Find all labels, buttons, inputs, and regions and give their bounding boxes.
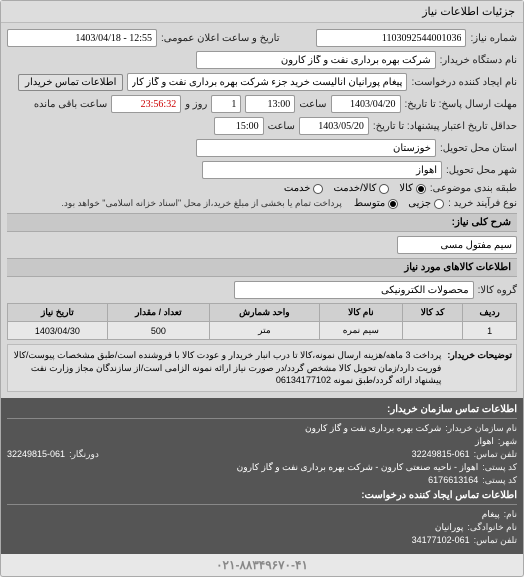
contact-city-label: شهر: [498, 436, 517, 447]
tab-header: جزئیات اطلاعات نیاز [1, 1, 523, 23]
table-row: 1 سیم نمره متر 500 1403/04/30 [8, 322, 517, 340]
creator-name: پیغام [482, 509, 500, 520]
payment-note: پرداخت تمام یا بخشی از مبلغ خرید،از محل … [61, 198, 341, 209]
col-unit: واحد شمارش [210, 304, 320, 322]
creator-phone-label: تلفن تماس: [474, 535, 517, 546]
col-code: کد کالا [402, 304, 462, 322]
desc-text: پرداخت 3 ماهه/هزینه ارسال نمونه،کالا تا … [12, 349, 441, 387]
deadline-time-input [245, 95, 295, 113]
creator-info-title: اطلاعات تماس ایجاد کننده درخواست: [7, 490, 517, 505]
city-label: شهر محل تحویل: [446, 165, 517, 176]
buyer-org-input [196, 51, 436, 69]
contact-postal2: 6176613164 [428, 475, 478, 486]
col-date: تاریخ نیاز [8, 304, 108, 322]
contact-postal2-label: کد پستی: [482, 475, 517, 486]
days-remaining-input [211, 95, 241, 113]
col-qty: تعداد / مقدار [107, 304, 209, 322]
deadline-date-input [331, 95, 401, 113]
request-creator-input [127, 73, 407, 91]
contact-postal: اهواز - ناحیه صنعتی کارون - شرکت بهره بر… [237, 462, 479, 473]
creator-name-label: نام: [504, 509, 517, 520]
datetime-input [7, 29, 157, 47]
time-label-2: ساعت [268, 121, 295, 132]
process-minor[interactable]: جزیی [408, 198, 444, 209]
main-desc-label: شرح کلی نیاز: [7, 213, 517, 232]
goods-group-input [234, 281, 474, 299]
validity-date-input [299, 117, 369, 135]
radio-icon [416, 184, 426, 194]
request-no-input [316, 29, 466, 47]
col-row: ردیف [463, 304, 517, 322]
goods-group-label: گروه کالا: [478, 285, 517, 296]
process-label: نوع فرآیند خرید : [448, 198, 517, 209]
footer-phone: ۰۲۱-۸۸۳۴۹۶۷۰-۴۱ [1, 554, 523, 576]
cell-code [402, 322, 462, 340]
classification-goods-service[interactable]: کالا/خدمت [333, 183, 389, 194]
classification-service[interactable]: خدمت [284, 183, 324, 194]
contact-city: اهواز [475, 436, 494, 447]
province-label: استان محل تحویل: [440, 143, 517, 154]
validity-label: حداقل تاریخ اعتبار پیشنهاد: تا تاریخ: [373, 121, 517, 132]
contact-phone: 32249815-061 [412, 449, 470, 460]
province-input [196, 139, 436, 157]
request-no-label: شماره نیاز: [470, 33, 517, 44]
contact-org-label: نام سازمان خریدار: [445, 423, 517, 434]
creator-phone: 34177102-061 [412, 535, 470, 546]
desc-label: توضیحات خریدار: [447, 349, 512, 387]
contact-fax-label: دورنگار: [69, 449, 99, 460]
contact-postal-label: کد پستی: [482, 462, 517, 473]
contact-info-button[interactable]: اطلاعات تماس خریدار [18, 74, 123, 91]
classification-opt1-label: کالا [399, 183, 413, 194]
contact-info-title: اطلاعات تماس سازمان خریدار: [7, 404, 517, 419]
process-radio-group: جزیی متوسط [354, 198, 444, 209]
day-label: روز و [185, 99, 207, 110]
time-label-1: ساعت [299, 99, 326, 110]
buyer-org-label: نام دستگاه خریدار: [440, 55, 517, 66]
cell-unit: متر [210, 322, 320, 340]
radio-icon [388, 199, 398, 209]
process-opt1-label: جزیی [408, 198, 431, 209]
validity-time-input [214, 117, 264, 135]
contact-phone-label: تلفن تماس: [474, 449, 517, 460]
main-desc-input [397, 236, 517, 254]
process-opt2-label: متوسط [354, 198, 385, 209]
process-medium[interactable]: متوسط [354, 198, 398, 209]
radio-icon [434, 199, 444, 209]
contact-fax: 32249815-061 [7, 449, 65, 460]
classification-opt3-label: خدمت [284, 183, 311, 194]
goods-info-title: اطلاعات کالاهای مورد نیاز [7, 258, 517, 277]
cell-qty: 500 [107, 322, 209, 340]
datetime-label: تاریخ و ساعت اعلان عمومی: [161, 33, 280, 44]
contact-org: شرکت بهره برداری نفت و گاز کارون [305, 423, 441, 434]
remaining-label: ساعت باقی مانده [34, 99, 107, 110]
classification-radio-group: کالا کالا/خدمت خدمت [284, 183, 426, 194]
deadline-label: مهلت ارسال پاسخ: تا تاریخ: [405, 99, 517, 110]
request-creator-label: نام ایجاد کننده درخواست: [411, 77, 517, 88]
cell-date: 1403/04/30 [8, 322, 108, 340]
creator-lastname: پورانیان [435, 522, 464, 533]
col-name: نام کالا [319, 304, 402, 322]
creator-lastname-label: نام خانوادگی: [467, 522, 517, 533]
radio-icon [379, 184, 389, 194]
classification-goods[interactable]: کالا [399, 183, 426, 194]
classification-opt2-label: کالا/خدمت [333, 183, 376, 194]
goods-table: ردیف کد کالا نام کالا واحد شمارش تعداد /… [7, 303, 517, 340]
table-header-row: ردیف کد کالا نام کالا واحد شمارش تعداد /… [8, 304, 517, 322]
radio-icon [313, 184, 323, 194]
cell-name: سیم نمره [319, 322, 402, 340]
remaining-time-input [111, 95, 181, 113]
classification-label: طبقه بندی موضوعی: [430, 183, 517, 194]
cell-row: 1 [463, 322, 517, 340]
city-input [202, 161, 442, 179]
